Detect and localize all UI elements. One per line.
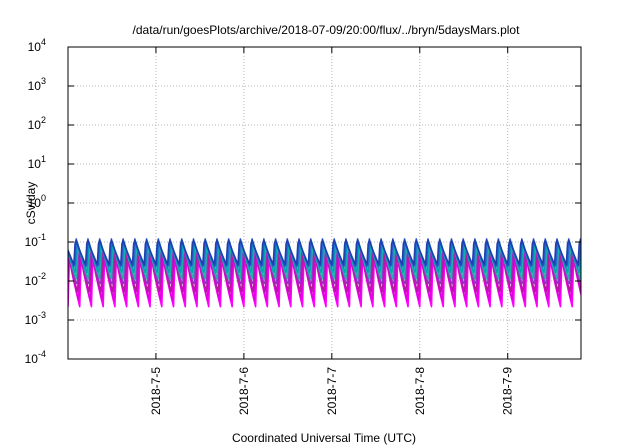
data-series-group: [68, 238, 581, 308]
y-axis-tick-labels: 10-4 10-3 10-2 10-1 100 101 102 103 104: [25, 37, 46, 366]
y-tick-label: 101: [28, 154, 46, 171]
y-tick-label: 102: [28, 115, 46, 132]
x-axis-label: Coordinated Universal Time (UTC): [232, 431, 416, 445]
x-tick-label: 2018-7-7: [325, 367, 339, 415]
y-tick-label: 100: [28, 193, 46, 210]
y-tick-label: 10-2: [25, 271, 46, 288]
plot-area-frame: [67, 46, 582, 360]
chart-title: /data/run/goesPlots/archive/2018-07-09/2…: [133, 23, 521, 37]
x-tick-label: 2018-7-9: [501, 367, 515, 415]
y-tick-label: 10-4: [25, 349, 46, 366]
y-axis-label: cSv/day: [24, 182, 38, 225]
axis-ticks: [68, 46, 581, 360]
y-tick-label: 10-3: [25, 310, 46, 327]
x-axis-tick-labels: 2018-7-5 2018-7-6 2018-7-7 2018-7-8 2018-7-9: [149, 367, 515, 415]
x-tick-label: 2018-7-6: [237, 367, 251, 415]
x-tick-label: 2018-7-8: [413, 367, 427, 415]
y-tick-label: 104: [28, 37, 46, 54]
grid-lines: [68, 47, 581, 359]
data-series-line-8: [68, 239, 581, 266]
y-tick-label: 103: [28, 76, 46, 93]
y-tick-label: 10-1: [25, 232, 46, 249]
x-tick-label: 2018-7-5: [149, 367, 163, 415]
